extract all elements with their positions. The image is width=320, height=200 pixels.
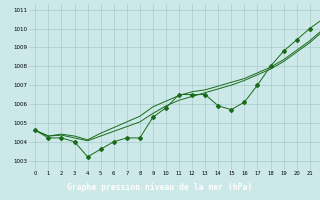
Text: Graphe pression niveau de la mer (hPa): Graphe pression niveau de la mer (hPa): [68, 182, 252, 192]
